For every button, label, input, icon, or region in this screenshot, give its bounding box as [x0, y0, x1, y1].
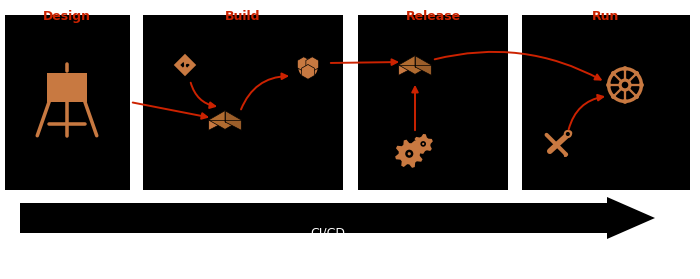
Polygon shape: [564, 153, 568, 157]
Polygon shape: [399, 56, 415, 75]
Circle shape: [566, 132, 570, 136]
Polygon shape: [302, 64, 314, 79]
Polygon shape: [607, 197, 655, 239]
Polygon shape: [209, 111, 242, 129]
Bar: [522, 15, 690, 190]
Bar: [143, 15, 343, 190]
Circle shape: [634, 71, 639, 76]
Polygon shape: [209, 111, 225, 130]
Bar: [358, 15, 508, 190]
Polygon shape: [298, 57, 310, 71]
Circle shape: [622, 99, 627, 104]
Bar: [20, 203, 607, 233]
Bar: [5, 15, 130, 190]
FancyArrowPatch shape: [412, 87, 418, 130]
Text: Run: Run: [592, 10, 620, 23]
Polygon shape: [306, 57, 318, 71]
FancyArrowPatch shape: [331, 59, 397, 65]
Text: Release: Release: [405, 10, 461, 23]
Polygon shape: [415, 56, 431, 75]
FancyArrowPatch shape: [133, 102, 207, 119]
FancyArrowPatch shape: [435, 52, 601, 80]
Polygon shape: [181, 60, 190, 70]
Circle shape: [606, 83, 611, 87]
Circle shape: [564, 130, 572, 138]
Circle shape: [611, 94, 616, 99]
Polygon shape: [399, 56, 431, 74]
FancyArrowPatch shape: [568, 95, 603, 129]
Polygon shape: [414, 134, 433, 154]
FancyArrowPatch shape: [241, 73, 287, 109]
Circle shape: [422, 143, 424, 145]
Circle shape: [183, 66, 187, 71]
Circle shape: [405, 150, 413, 158]
Text: CI/CD: CI/CD: [310, 227, 345, 239]
Circle shape: [618, 78, 631, 92]
Circle shape: [407, 152, 411, 155]
Circle shape: [634, 94, 639, 99]
Circle shape: [611, 71, 616, 76]
Text: Design: Design: [43, 10, 91, 23]
Circle shape: [186, 59, 190, 64]
Circle shape: [622, 66, 627, 71]
Circle shape: [622, 82, 629, 88]
Polygon shape: [225, 111, 242, 130]
FancyArrowPatch shape: [190, 83, 215, 108]
Circle shape: [421, 141, 426, 147]
Circle shape: [183, 59, 187, 63]
Polygon shape: [395, 140, 424, 168]
Text: Build: Build: [225, 10, 260, 23]
Polygon shape: [174, 54, 196, 76]
Circle shape: [639, 83, 644, 87]
Bar: [48, 73, 87, 102]
